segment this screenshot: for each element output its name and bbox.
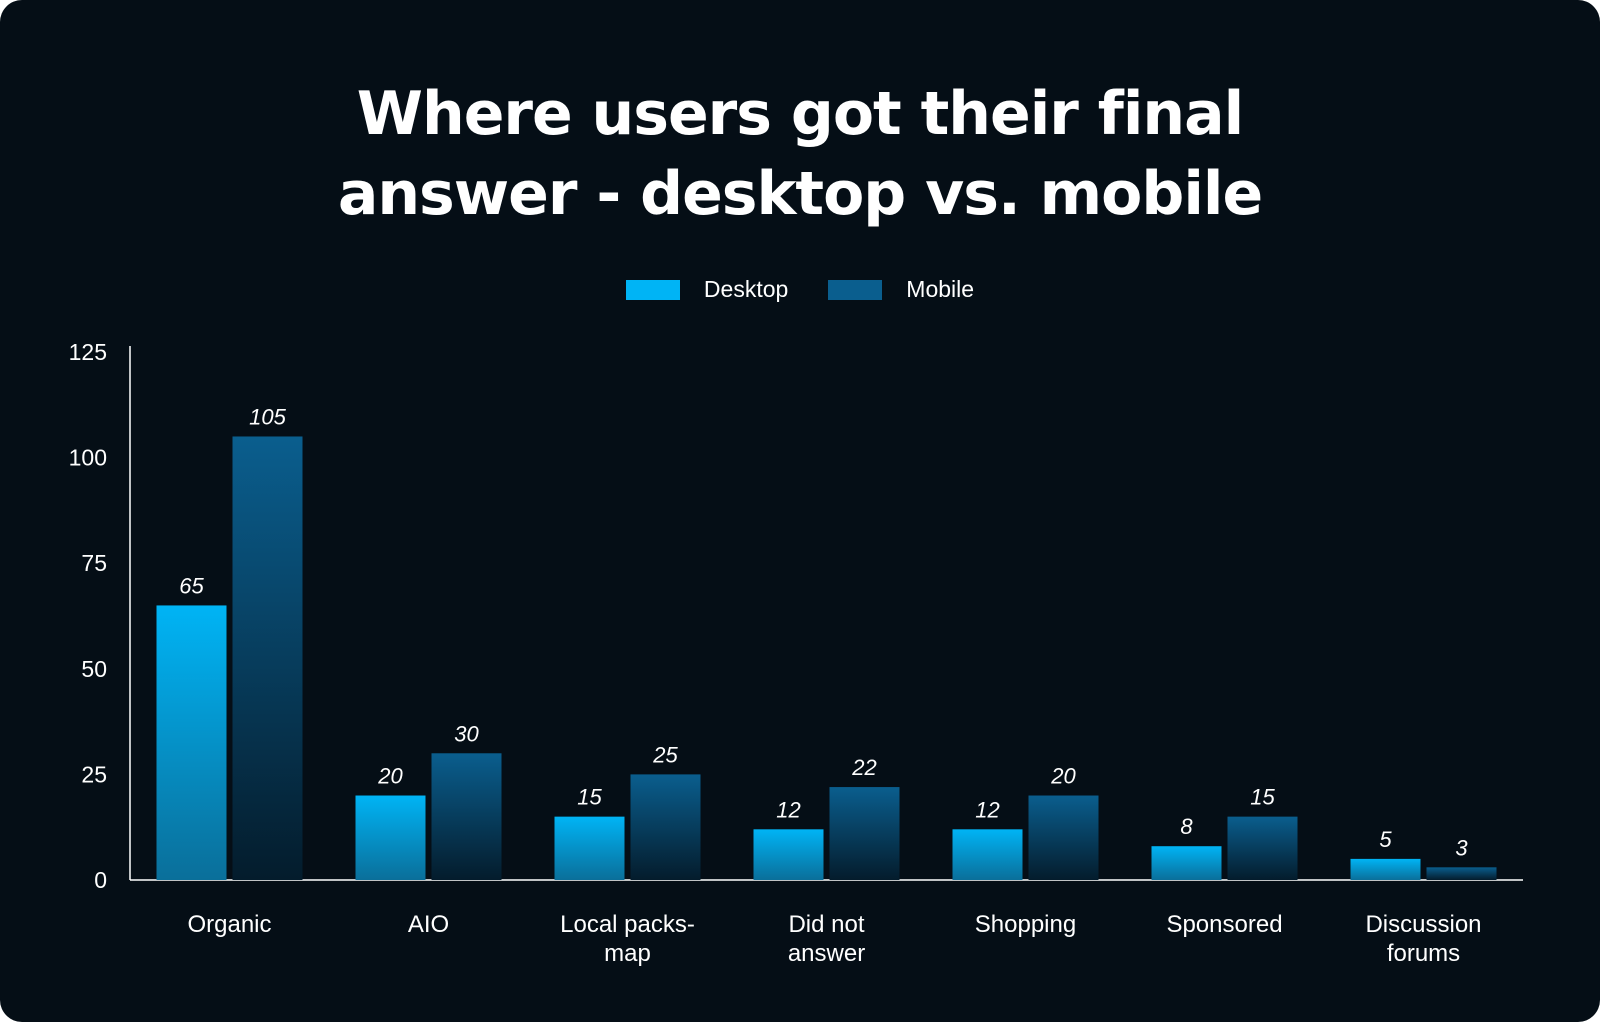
chart-legend: Desktop Mobile: [0, 276, 1600, 303]
x-tick-label: Sponsored: [1166, 911, 1282, 938]
legend-item-mobile[interactable]: Mobile: [828, 276, 974, 303]
chart-bars: [156, 436, 1497, 880]
bar-mobile[interactable]: [232, 436, 303, 880]
y-tick-label: 125: [69, 339, 107, 365]
legend-swatch-desktop: [625, 279, 680, 300]
data-label-desktop: 8: [1180, 814, 1193, 839]
legend-label-desktop: Desktop: [703, 276, 789, 302]
bar-desktop[interactable]: [1350, 858, 1421, 880]
y-tick-label: 75: [81, 550, 107, 576]
y-tick-label: 25: [81, 761, 107, 787]
data-label-mobile: 30: [454, 721, 479, 746]
y-tick-label: 100: [69, 445, 107, 471]
y-tick-label: 0: [94, 867, 107, 893]
data-label-desktop: 20: [377, 764, 403, 789]
bar-mobile[interactable]: [1227, 816, 1298, 880]
x-tick-label: Organic: [187, 911, 271, 938]
data-label-mobile: 15: [1250, 785, 1275, 810]
chart-title: Where users got their final answer - des…: [0, 74, 1600, 234]
data-label-desktop: 12: [776, 797, 800, 822]
x-tick-label: Discussion: [1365, 911, 1481, 938]
legend-item-desktop[interactable]: Desktop: [625, 276, 789, 303]
data-label-mobile: 22: [851, 755, 876, 780]
x-tick-label: Did not: [788, 911, 864, 938]
x-tick-label: Local packs-: [560, 911, 695, 938]
bar-mobile[interactable]: [1028, 795, 1099, 880]
bar-desktop[interactable]: [952, 829, 1023, 880]
data-label-mobile: 3: [1455, 835, 1468, 860]
bar-desktop[interactable]: [753, 829, 824, 880]
chart-labels: 65 105 Organic 20 30 AIO 15 25 Local packs-map 12…: [179, 404, 1481, 967]
chart-title-line-2: answer - desktop vs. mobile: [337, 159, 1263, 229]
data-label-desktop: 12: [975, 797, 999, 822]
data-label-desktop: 65: [179, 573, 204, 598]
x-tick-label: answer: [788, 940, 865, 967]
x-tick-label: Shopping: [975, 911, 1076, 938]
legend-swatch-mobile: [828, 279, 883, 300]
data-label-mobile: 105: [249, 404, 286, 429]
bar-desktop[interactable]: [355, 795, 426, 880]
data-label-mobile: 20: [1050, 764, 1076, 789]
bar-mobile[interactable]: [1426, 867, 1497, 880]
x-tick-label: forums: [1387, 940, 1460, 967]
data-label-mobile: 25: [652, 742, 678, 767]
legend-label-mobile: Mobile: [906, 276, 975, 302]
x-tick-label: map: [604, 940, 651, 967]
bar-desktop[interactable]: [1151, 846, 1222, 880]
data-label-desktop: 5: [1379, 827, 1392, 852]
bar-mobile[interactable]: [829, 787, 900, 880]
chart-title-line-1: Where users got their final: [356, 79, 1244, 149]
bar-mobile[interactable]: [630, 774, 701, 880]
bar-desktop[interactable]: [156, 605, 227, 880]
bar-mobile[interactable]: [431, 753, 502, 880]
x-tick-label: AIO: [408, 911, 449, 938]
data-label-desktop: 15: [577, 785, 602, 810]
bar-desktop[interactable]: [554, 816, 625, 880]
y-tick-label: 50: [81, 656, 107, 682]
